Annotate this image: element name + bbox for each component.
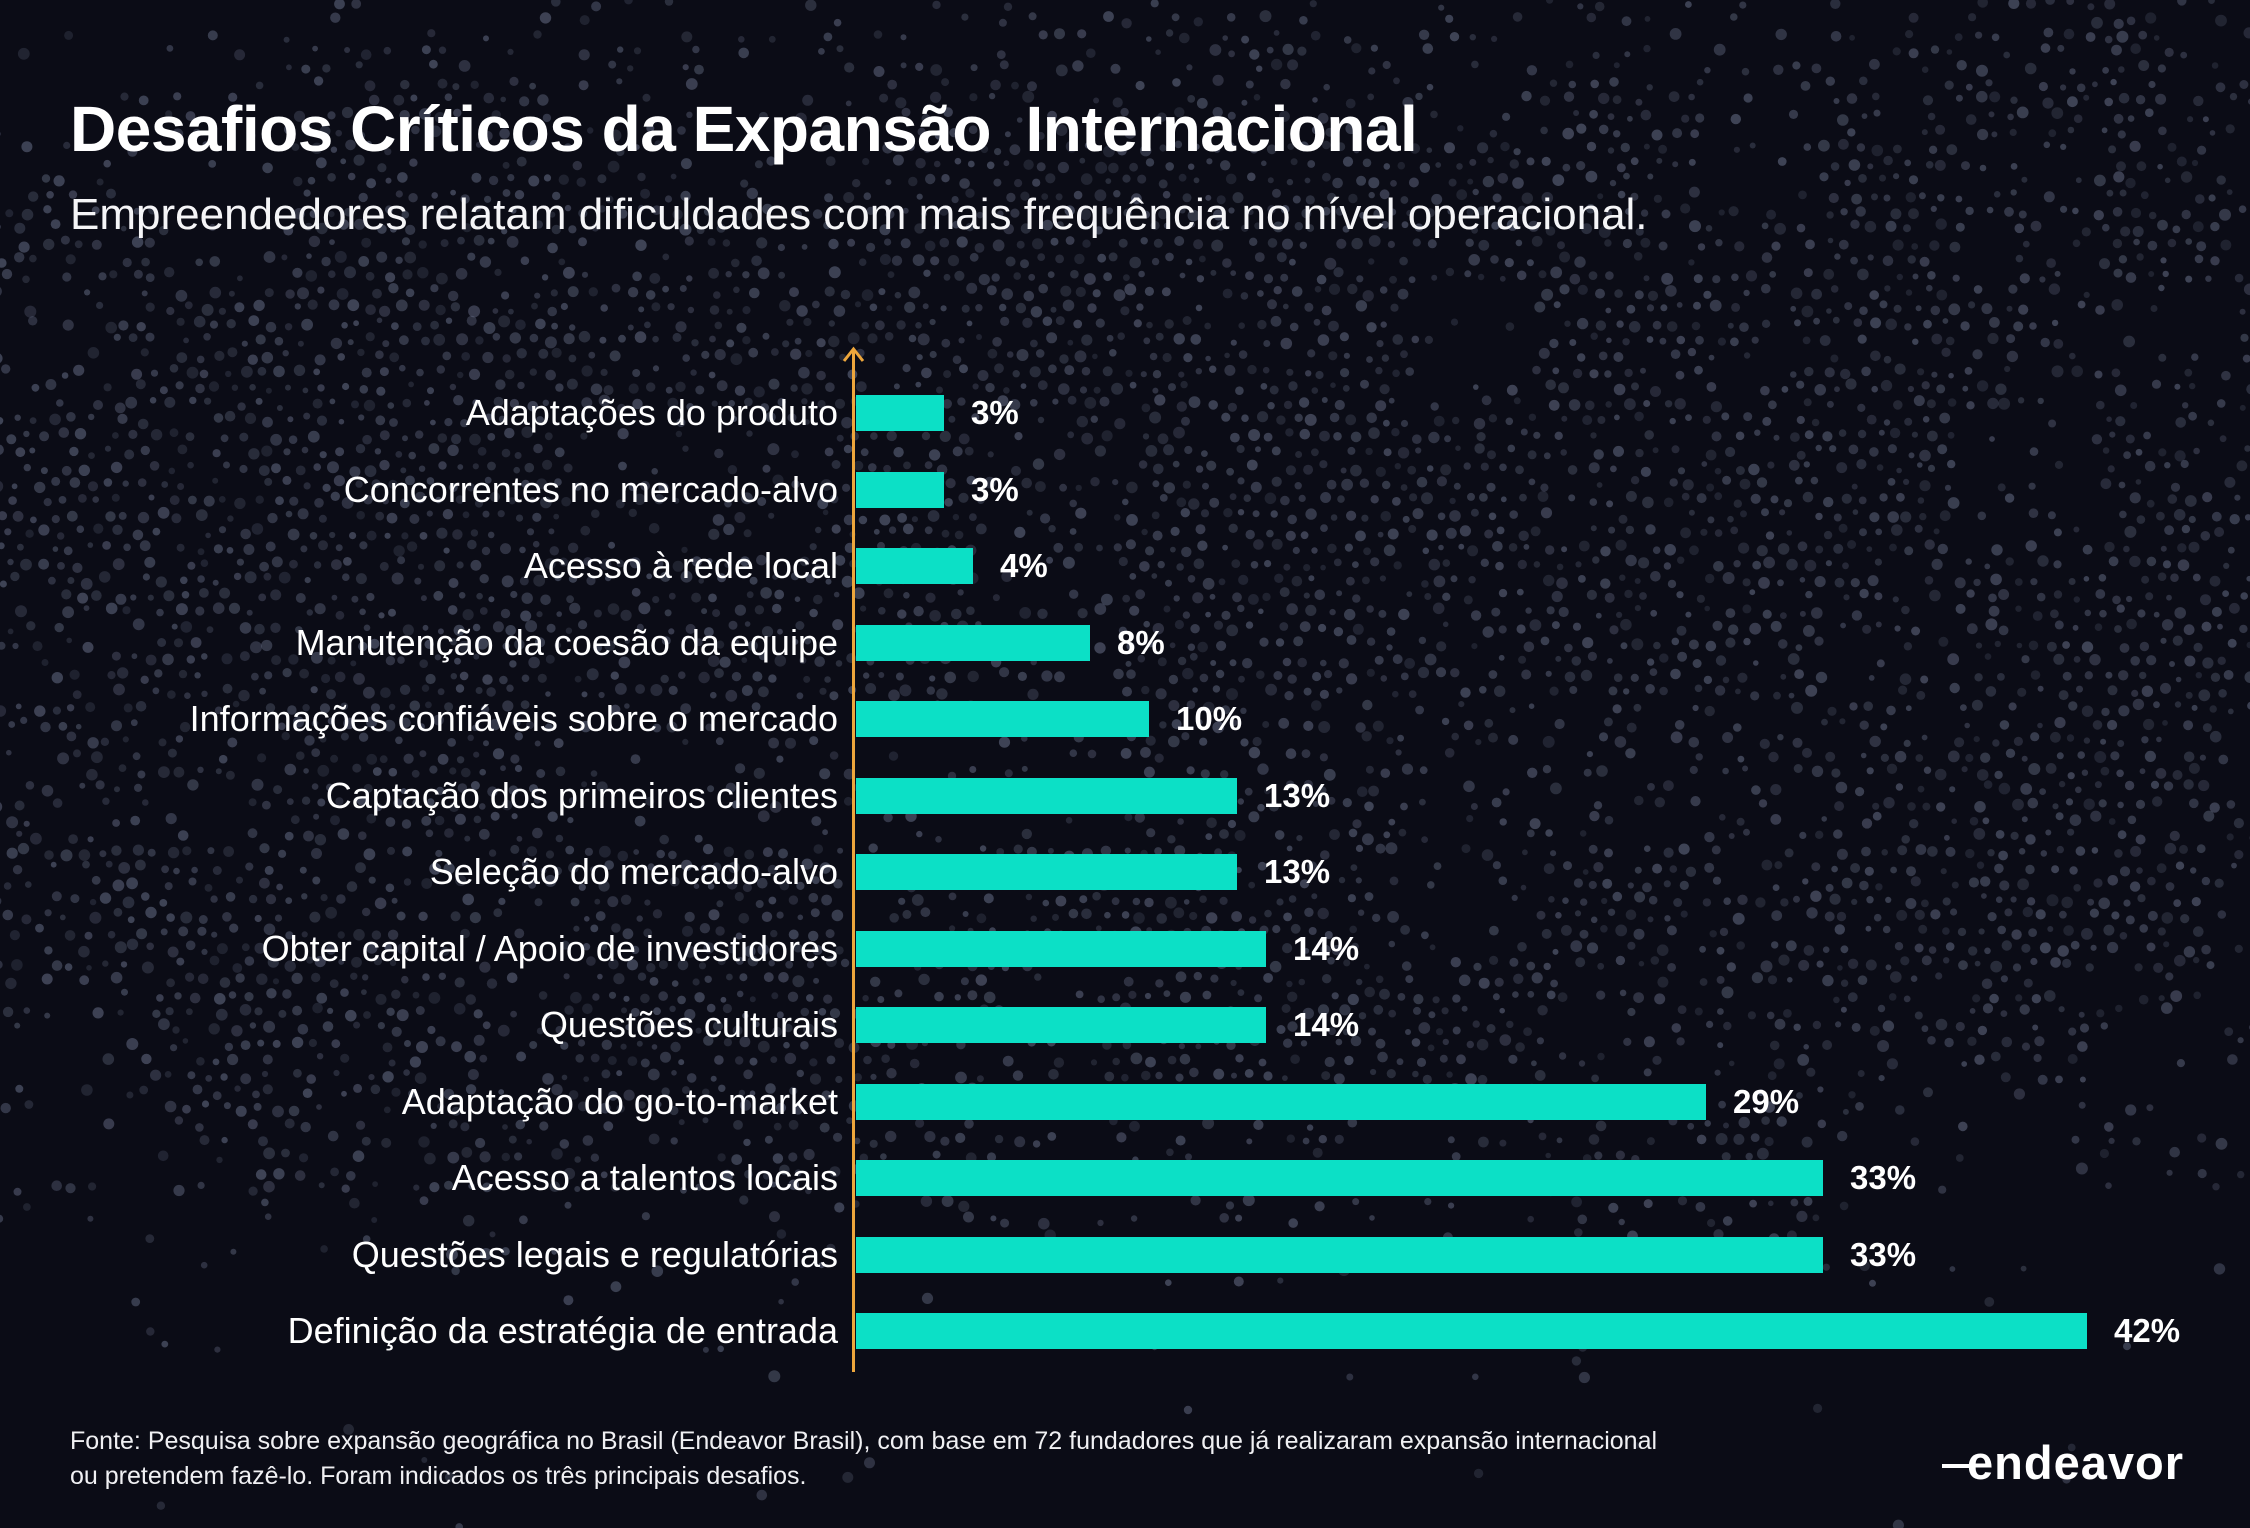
category-label: Seleção do mercado-alvo: [429, 851, 838, 892]
value-label: 8%: [1117, 624, 1165, 661]
page-title: Desafios Críticos da Expansão Internacio…: [70, 93, 1418, 165]
category-label: Acesso a talentos locais: [451, 1157, 838, 1198]
chart-row: Acesso à rede local 4%: [0, 545, 2250, 586]
value-label: 3%: [971, 471, 1019, 508]
source-note: Fonte: Pesquisa sobre expansão geográfic…: [70, 1424, 1657, 1494]
y-axis: [842, 346, 865, 1372]
source-line-1: Fonte: Pesquisa sobre expansão geográfic…: [70, 1427, 1658, 1455]
chart-row: Questões culturais 14%: [0, 1004, 2250, 1045]
bar: [856, 472, 944, 508]
value-label: 29%: [1733, 1083, 1800, 1120]
chart-row: Informações confiáveis sobre o mercado 10…: [0, 698, 2250, 739]
bar: [856, 854, 1237, 890]
source-line-2: ou pretendem fazê-lo. Foram indicados os…: [70, 1462, 807, 1490]
value-label: 14%: [1293, 930, 1360, 967]
value-label: 3%: [971, 394, 1019, 431]
chart-row: Captação dos primeiros clientes 13%: [0, 775, 2250, 816]
bar: [856, 625, 1090, 661]
chart-row: Adaptações do produto 3%: [0, 392, 2250, 433]
bar: [856, 395, 944, 431]
value-label: 4%: [1000, 547, 1048, 584]
bar: [856, 1007, 1266, 1043]
value-label: 33%: [1850, 1236, 1917, 1273]
chart-row: Definição da estratégia de entrada 42%: [0, 1310, 2250, 1351]
bar: [856, 1237, 1823, 1273]
chart-row: Obter capital / Apoio de investidores 14%: [0, 928, 2250, 969]
category-label: Concorrentes no mercado-alvo: [343, 469, 838, 510]
bar: [856, 1160, 1823, 1196]
category-label: Questões legais e regulatórias: [351, 1234, 838, 1275]
chart-row: Adaptação do go-to-market 29%: [0, 1081, 2250, 1122]
logo-wordmark: endeavor: [1967, 1435, 2184, 1489]
bar: [856, 548, 973, 584]
category-label: Adaptações do produto: [465, 392, 838, 433]
bar: [856, 1084, 1706, 1120]
chart-row: Concorrentes no mercado-alvo 3%: [0, 469, 2250, 510]
chart-row: Manutenção da coesão da equipe 8%: [0, 622, 2250, 663]
category-label: Adaptação do go-to-market: [401, 1081, 838, 1122]
endeavor-logo: endeavor: [1942, 1432, 2184, 1492]
category-label: Definição da estratégia de entrada: [287, 1310, 838, 1351]
chart-row: Questões legais e regulatórias 33%: [0, 1234, 2250, 1275]
bar: [856, 931, 1266, 967]
category-label: Captação dos primeiros clientes: [325, 775, 838, 816]
category-label: Manutenção da coesão da equipe: [295, 622, 838, 663]
chart-row: Seleção do mercado-alvo 13%: [0, 851, 2250, 892]
value-label: 10%: [1176, 700, 1243, 737]
bar: [856, 1313, 2087, 1349]
logo-dash-icon: [1942, 1464, 1970, 1468]
value-label: 14%: [1293, 1006, 1360, 1043]
category-label: Obter capital / Apoio de investidores: [261, 928, 838, 969]
category-label: Acesso à rede local: [523, 545, 838, 586]
value-label: 13%: [1264, 853, 1331, 890]
chart-row: Acesso a talentos locais 33%: [0, 1157, 2250, 1198]
bar: [856, 701, 1149, 737]
axis-arrow-icon: [842, 346, 865, 362]
category-label: Informações confiáveis sobre o mercado: [189, 698, 838, 739]
category-label: Questões culturais: [539, 1004, 838, 1045]
value-label: 42%: [2114, 1312, 2181, 1349]
value-label: 33%: [1850, 1159, 1917, 1196]
bar: [856, 778, 1237, 814]
value-label: 13%: [1264, 777, 1331, 814]
page-subtitle: Empreendedores relatam dificuldades com …: [70, 190, 1648, 239]
